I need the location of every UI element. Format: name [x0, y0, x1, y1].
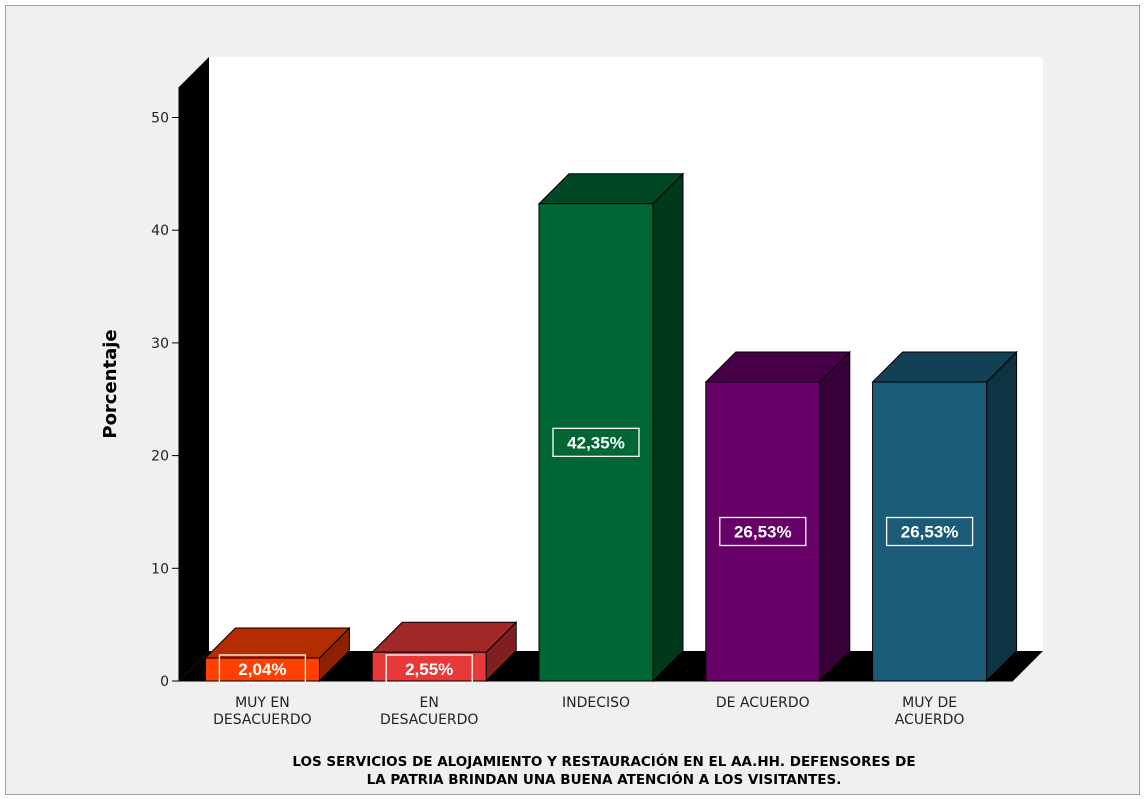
y-axis-title: Porcentaje: [100, 329, 121, 438]
chart-frame: 0 10 20 30 40 50 2,04% 2,55% 42,35% 26,53% 26,53%…: [5, 5, 1140, 795]
data-label-box: [552, 427, 640, 458]
data-label: 2,55%: [405, 660, 453, 679]
bar-side-face: [652, 172, 684, 683]
bar-front-face: [705, 381, 821, 682]
bar-front-face: [872, 381, 988, 682]
y-tick-label: 20: [151, 449, 169, 465]
plot-left-wall: [179, 57, 209, 681]
data-label: 2,04%: [238, 660, 286, 679]
x-category-label: ACUERDO: [895, 712, 965, 728]
chart-title-line-2: LA PATRIA BRINDAN UNA BUENA ATENCIÓN A L…: [367, 770, 842, 788]
y-tick-label: 0: [160, 674, 169, 690]
y-tick-label: 10: [151, 561, 169, 577]
x-category-label: DESACUERDO: [380, 712, 479, 728]
x-category-label: DE ACUERDO: [716, 695, 810, 711]
x-category-label: MUY DE: [902, 695, 957, 711]
x-category-label: EN: [420, 695, 439, 711]
data-label-box: [719, 516, 807, 547]
data-label-box: [885, 516, 974, 547]
bar-chart: 0 10 20 30 40 50 2,04% 2,55% 42,35% 26,53% 26,53%…: [100, 57, 1043, 788]
bar: 2,04%: [204, 626, 351, 684]
x-category-label: DESACUERDO: [213, 712, 312, 728]
y-tick-label: 30: [151, 336, 169, 352]
chart-title-line-1: LOS SERVICIOS DE ALOJAMIENTO Y RESTAURAC…: [292, 752, 915, 770]
data-label-box: [218, 654, 307, 684]
bar: 42,35%: [537, 172, 685, 683]
data-label: 26,53%: [734, 523, 792, 542]
bars-group: 2,04% 2,55% 42,35% 26,53% 26,53%: [204, 172, 1018, 684]
y-tick-label: 40: [151, 223, 169, 239]
y-tick-label: 50: [151, 111, 169, 127]
y-axis-ticks: 0 10 20 30 40 50: [151, 111, 179, 690]
bar: 26,53%: [704, 350, 852, 683]
bar-side-face: [819, 350, 851, 683]
data-label: 26,53%: [901, 523, 959, 542]
data-label-box: [385, 654, 473, 684]
bar: 26,53%: [871, 350, 1018, 683]
bar-front-face: [538, 203, 654, 682]
bar-side-face: [986, 350, 1018, 683]
x-category-label: MUY EN: [235, 695, 290, 711]
x-category-label: INDECISO: [562, 695, 630, 711]
bar-front-face: [371, 651, 487, 682]
data-label: 42,35%: [567, 433, 625, 452]
bar: 2,55%: [370, 621, 518, 684]
bar-front-face: [204, 657, 320, 682]
